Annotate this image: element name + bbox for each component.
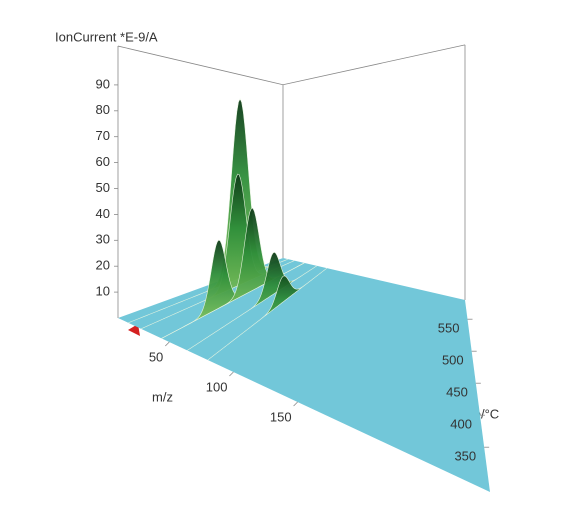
x-tick bbox=[229, 371, 234, 377]
x-axis-label: m/z bbox=[152, 389, 173, 404]
box-edge bbox=[117, 44, 466, 86]
z-tick-label: 20 bbox=[96, 258, 110, 273]
y-tick-label: 400 bbox=[450, 417, 472, 432]
x-tick bbox=[165, 341, 170, 347]
peak bbox=[140, 173, 295, 330]
peak bbox=[207, 267, 328, 361]
y-tick-label: 350 bbox=[454, 449, 476, 464]
x-tick-label: 100 bbox=[206, 379, 228, 394]
z-axis-label: IonCurrent *E-9/A bbox=[55, 29, 158, 44]
z-tick-label: 30 bbox=[96, 232, 110, 247]
z-tick-label: 60 bbox=[96, 154, 110, 169]
y-tick-label: 500 bbox=[442, 353, 464, 368]
y-tick-label: 450 bbox=[446, 385, 468, 400]
z-tick-label: 70 bbox=[96, 128, 110, 143]
z-tick-label: 90 bbox=[96, 76, 110, 91]
x-tick-label: 50 bbox=[149, 349, 163, 364]
marker bbox=[128, 324, 140, 336]
x-tick bbox=[293, 401, 298, 407]
z-tick-label: 10 bbox=[96, 284, 110, 299]
floor bbox=[118, 258, 490, 492]
z-tick-label: 40 bbox=[96, 206, 110, 221]
z-tick-label: 50 bbox=[96, 180, 110, 195]
peak bbox=[161, 207, 305, 339]
z-tick-label: 80 bbox=[96, 102, 110, 117]
y-tick-label: 550 bbox=[438, 321, 460, 336]
x-tick-label: 150 bbox=[270, 409, 292, 424]
